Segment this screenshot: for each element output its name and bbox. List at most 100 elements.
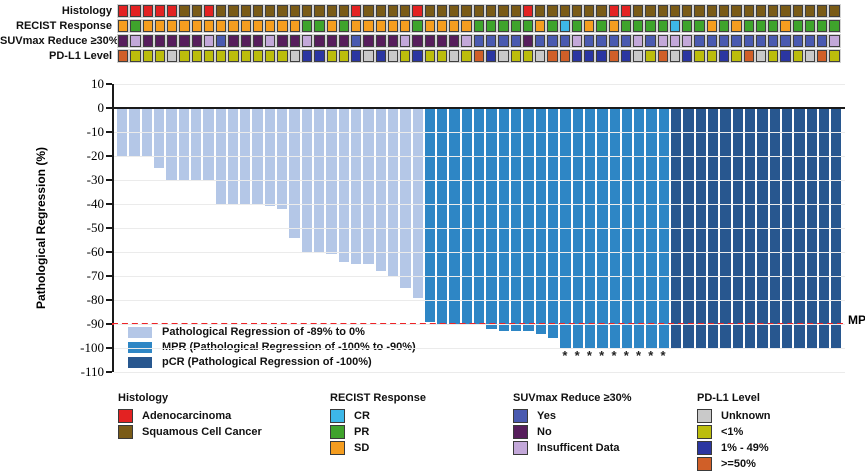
- track-cell-histology: [792, 5, 803, 17]
- y-tick-label: -70: [86, 268, 104, 283]
- track-cell-pdl1: [375, 50, 386, 62]
- track-cell-histology: [130, 5, 141, 17]
- track-cell-suvmax: [817, 35, 828, 47]
- track-cell-recist: [216, 20, 227, 32]
- track-label-recist: RECIST Response: [16, 20, 112, 32]
- track-cell-histology: [584, 5, 595, 17]
- track-cell-pdl1: [706, 50, 718, 62]
- track-cell-pdl1: [804, 50, 816, 62]
- track-cell-suvmax: [755, 35, 767, 47]
- legend-label: MPR (Pathological Regression of -100% to…: [162, 341, 416, 353]
- track-cell-histology: [191, 5, 202, 17]
- track-row-recist: RECIST Response: [0, 20, 865, 33]
- track-cell-recist: [829, 20, 840, 32]
- track-cell-suvmax: [731, 35, 742, 47]
- track-cell-recist: [461, 20, 472, 32]
- track-cell-recist: [301, 20, 313, 32]
- waterfall-plot: MPR Pathological Regression of -89% to 0…: [80, 76, 865, 379]
- track-cell-pdl1: [485, 50, 497, 62]
- track-cell-histology: [203, 5, 215, 17]
- track-cell-recist: [731, 20, 742, 32]
- track-cell-pdl1: [154, 50, 166, 62]
- track-cell-recist: [130, 20, 141, 32]
- track-cell-suvmax: [559, 35, 570, 47]
- track-cell-histology: [375, 5, 386, 17]
- bar: [547, 108, 559, 339]
- legend-label: PR: [354, 425, 370, 438]
- track-cell-suvmax: [179, 35, 190, 47]
- track-cell-recist: [338, 20, 350, 32]
- track-cell-pdl1: [535, 50, 546, 62]
- track-cell-suvmax: [436, 35, 448, 47]
- track-cell-recist: [252, 20, 264, 32]
- track-cell-pdl1: [682, 50, 693, 62]
- legend-swatch: [128, 356, 152, 368]
- y-tick-label: -80: [86, 292, 104, 307]
- track-cell-recist: [571, 20, 583, 32]
- track-cell-pdl1: [216, 50, 227, 62]
- bar: [412, 108, 423, 298]
- gridline: [114, 372, 845, 373]
- y-tick-label: -40: [86, 196, 104, 211]
- legend-title: PD-L1 Level: [697, 392, 760, 404]
- track-cell-suvmax: [387, 35, 399, 47]
- track-cell-recist: [657, 20, 668, 32]
- track-cell-histology: [694, 5, 705, 17]
- legend-title: RECIST Response: [330, 392, 426, 404]
- bar: [400, 108, 411, 288]
- track-cell-pdl1: [179, 50, 190, 62]
- track-cell-recist: [596, 20, 607, 32]
- track-cell-suvmax: [719, 35, 730, 47]
- legend-item: <1%: [697, 424, 771, 439]
- track-cell-pdl1: [792, 50, 803, 62]
- gridline: [114, 300, 845, 301]
- legend-label: 1% - 49%: [721, 441, 769, 454]
- track-cell-suvmax: [265, 35, 276, 47]
- track-cell-recist: [608, 20, 619, 32]
- y-tick-mark: [106, 347, 112, 349]
- track-cell-histology: [301, 5, 313, 17]
- track-cell-histology: [657, 5, 668, 17]
- track-cell-histology: [240, 5, 251, 17]
- track-cell-recist: [719, 20, 730, 32]
- track-cell-pdl1: [473, 50, 484, 62]
- y-tick-label: -10: [86, 124, 104, 139]
- track-cell-histology: [314, 5, 325, 17]
- track-cell-recist: [473, 20, 484, 32]
- asterisk-marker: *: [660, 348, 666, 363]
- y-tick-mark: [106, 371, 112, 373]
- track-cell-suvmax: [829, 35, 840, 47]
- track-cell-pdl1: [743, 50, 754, 62]
- regression-legend: Pathological Regression of -89% to 0% MPR…: [128, 326, 416, 368]
- track-cell-suvmax: [400, 35, 411, 47]
- track-cell-histology: [142, 5, 153, 17]
- y-tick-mark: [106, 107, 112, 109]
- asterisk-marker: *: [586, 348, 592, 363]
- asterisk-marker: *: [574, 348, 580, 363]
- track-cell-recist: [559, 20, 570, 32]
- track-cell-pdl1: [424, 50, 435, 62]
- track-cell-suvmax: [780, 35, 791, 47]
- track-cell-pdl1: [584, 50, 595, 62]
- y-tick-label: -50: [86, 220, 104, 235]
- track-cell-suvmax: [167, 35, 178, 47]
- y-tick-mark: [106, 275, 112, 277]
- track-cell-pdl1: [277, 50, 288, 62]
- track-cell-suvmax: [289, 35, 300, 47]
- legend-label: Squamous Cell Cancer: [142, 425, 262, 438]
- track-cell-suvmax: [535, 35, 546, 47]
- mpr-threshold-label: MPR: [848, 313, 865, 327]
- track-cell-recist: [510, 20, 521, 32]
- track-cell-pdl1: [363, 50, 374, 62]
- legend-swatch: [330, 440, 345, 455]
- track-cell-suvmax: [277, 35, 288, 47]
- bar: [486, 108, 497, 329]
- track-cell-recist: [645, 20, 656, 32]
- legend-label: Adenocarcinoma: [142, 409, 232, 422]
- legend-label: Unknown: [721, 409, 771, 422]
- track-cell-histology: [179, 5, 190, 17]
- track-cell-pdl1: [731, 50, 742, 62]
- track-cell-recist: [817, 20, 828, 32]
- y-tick-mark: [106, 179, 112, 181]
- track-cell-histology: [669, 5, 681, 17]
